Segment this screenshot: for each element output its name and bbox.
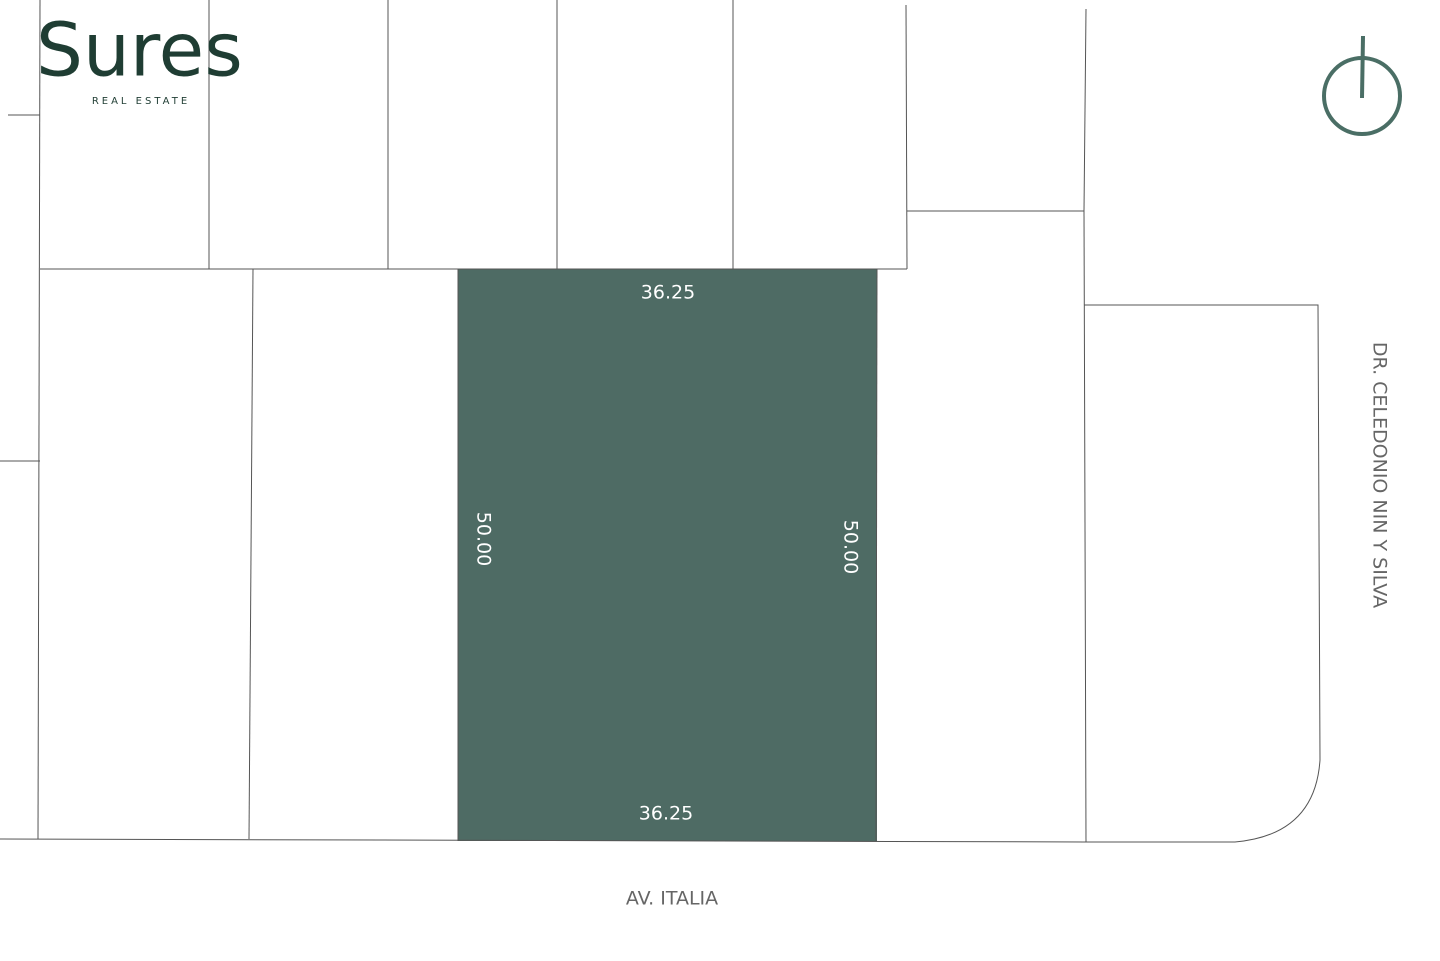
- parcel-lines: [0, 0, 1321, 843]
- logo: Sures: [36, 8, 243, 94]
- lot-dimension: 36.25: [639, 803, 693, 825]
- logo-tagline: REAL ESTATE: [92, 96, 190, 107]
- lot: [458, 269, 877, 841]
- compass: [1322, 35, 1402, 136]
- street-name: AV. ITALIA: [626, 888, 718, 910]
- lot-dimension: 36.25: [641, 282, 695, 304]
- street-name: DR. CELEDONIO NIN Y SILVA: [1369, 342, 1391, 608]
- lot-dimension: 50.00: [840, 520, 862, 574]
- lot-dimension: 50.00: [473, 512, 495, 566]
